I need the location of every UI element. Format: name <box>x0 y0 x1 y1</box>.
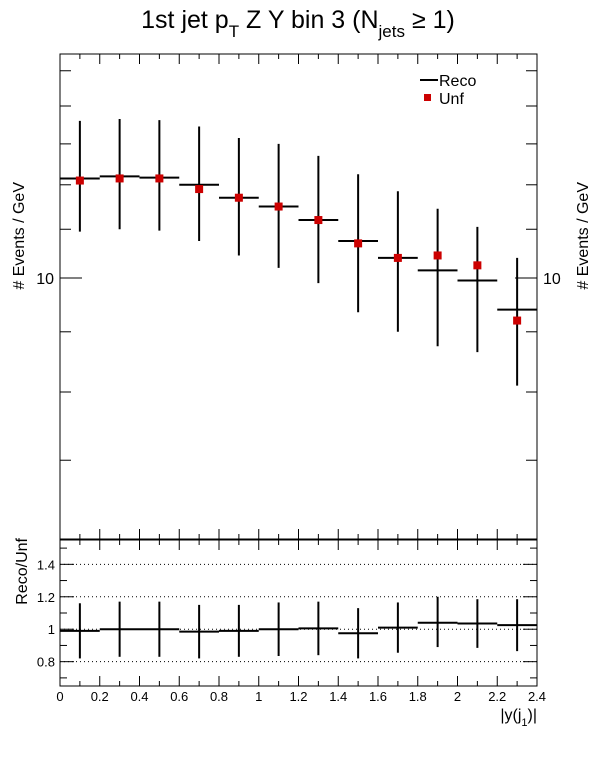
ratio-x-tick-label: 0.6 <box>170 689 188 704</box>
main-y-tick-label-right: 10 <box>543 271 561 288</box>
unf-marker <box>75 176 84 185</box>
unf-marker <box>473 261 482 270</box>
unf-marker <box>155 174 164 183</box>
ratio-x-tick-label: 1.4 <box>329 689 347 704</box>
unf-marker <box>393 253 402 262</box>
main-plot-y-label: # Events / GeV <box>11 182 28 290</box>
ratio-x-tick-label: 0 <box>56 689 63 704</box>
unf-marker <box>433 251 442 260</box>
ratio-x-tick-label: 1.2 <box>289 689 307 704</box>
ratio-x-tick-label: 0.8 <box>210 689 228 704</box>
ratio-plot-data <box>60 596 537 659</box>
unf-marker <box>354 239 363 248</box>
ratio-y-tick-label: 1.2 <box>37 590 55 605</box>
ratio-x-tick-label: 2 <box>454 689 461 704</box>
main-y-tick-label: 10 <box>36 271 54 288</box>
ratio-x-tick-label: 2.2 <box>488 689 506 704</box>
main-plot-frame <box>59 53 538 540</box>
ratio-y-tick-label: 1.4 <box>37 557 55 572</box>
legend-unf-label: Unf <box>439 91 464 108</box>
ratio-x-tick-label: 1.6 <box>369 689 387 704</box>
ratio-plot-panel: 0 0.2 0.4 0.6 0.8 1 1.2 1.4 1.6 1.8 2 2.2 2.4 0.8 1 1.2… <box>14 537 546 729</box>
chart-title: 1st jet pT Z Y bin 3 (Njets ≥ 1) <box>141 6 455 41</box>
ratio-plot-frame <box>59 539 538 687</box>
unf-marker <box>513 316 522 325</box>
ratio-y-tick-label: 0.8 <box>37 655 55 670</box>
legend: Reco Unf <box>420 73 476 108</box>
ratio-y-tick-label: 1 <box>48 622 55 637</box>
unf-marker <box>274 202 283 211</box>
ratio-x-tick-label: 0.2 <box>91 689 109 704</box>
ratio-x-tick-label: 1.8 <box>409 689 427 704</box>
ratio-plot-x-label: |y(j1)| <box>500 707 537 729</box>
ratio-plot-y-label: Reco/Unf <box>14 537 31 604</box>
unf-marker <box>115 174 124 183</box>
legend-unf-swatch <box>424 94 431 101</box>
ratio-plot-axis-ticks: 0 0.2 0.4 0.6 0.8 1 1.2 1.4 1.6 1.8 2 2.2 2.4 0.8 1 1.2… <box>37 540 546 704</box>
legend-reco-label: Reco <box>439 73 476 90</box>
ratio-x-tick-label: 0.4 <box>130 689 148 704</box>
ratio-x-tick-label: 1 <box>255 689 262 704</box>
main-plot-data <box>60 118 537 386</box>
ratio-x-tick-label: 2.4 <box>528 689 546 704</box>
main-plot-axis-ticks: 10 10 <box>36 54 561 540</box>
unf-marker <box>314 216 323 225</box>
main-plot-panel: 10 10 # Events / GeV # Events / GeV Reco … <box>11 53 592 540</box>
main-plot-right-y-label: # Events / GeV <box>575 182 592 290</box>
unf-marker <box>195 185 204 194</box>
unf-marker <box>234 193 243 202</box>
ratio-plot-grid <box>60 563 537 663</box>
